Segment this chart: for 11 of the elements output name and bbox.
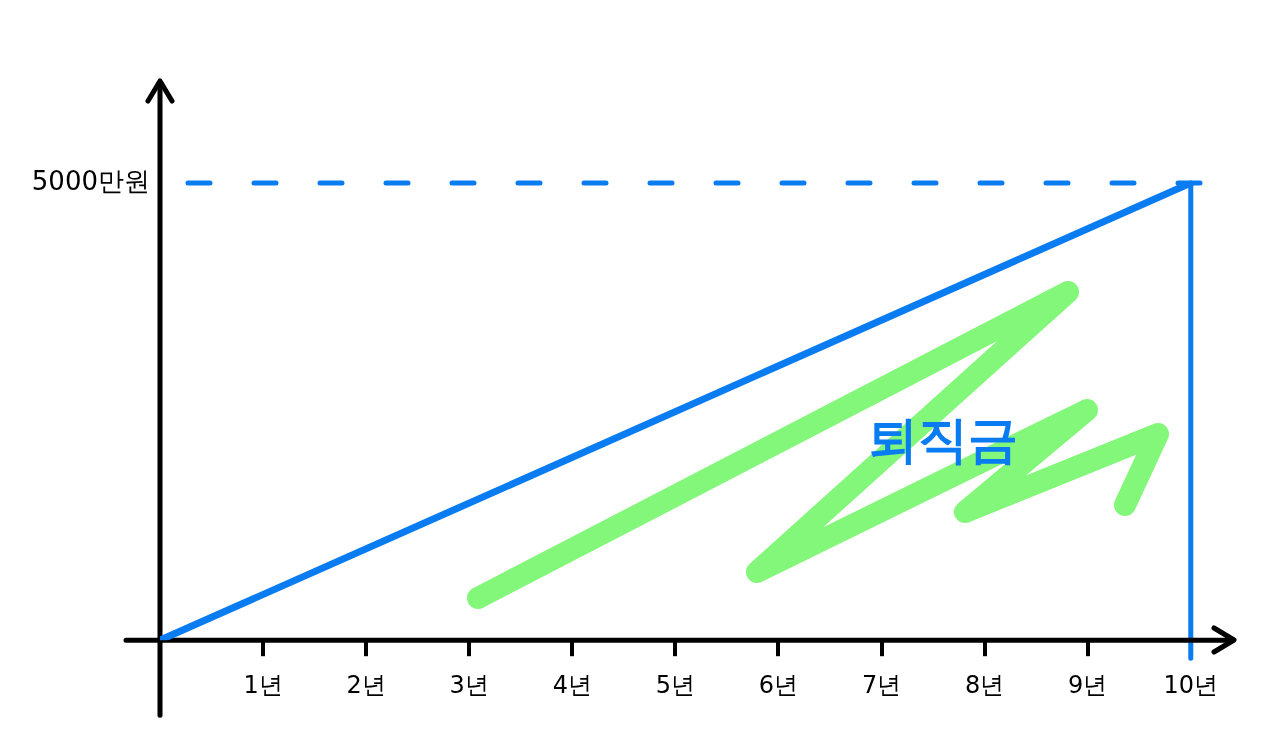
- x-tick-label: 9년: [1068, 670, 1108, 699]
- x-tick-label: 7년: [861, 670, 902, 699]
- x-tick-label: 3년: [449, 670, 489, 699]
- x-tick-label: 2년: [346, 670, 386, 699]
- x-tick-label: 10년: [1163, 670, 1219, 699]
- x-tick-label: 1년: [243, 670, 283, 699]
- ref-line-label: 5000만원: [31, 165, 150, 196]
- x-tick-label: 5년: [655, 670, 696, 699]
- x-tick-label: 8년: [964, 670, 1005, 699]
- x-tick-label: 4년: [552, 670, 592, 699]
- x-tick-label: 6년: [758, 670, 799, 699]
